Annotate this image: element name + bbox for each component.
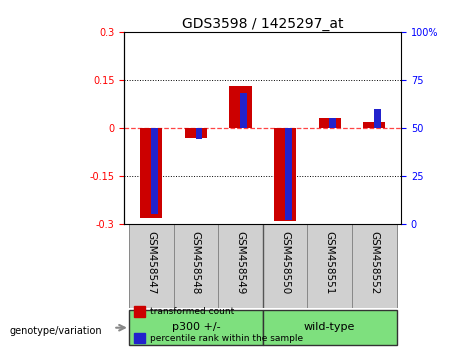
Bar	[374, 109, 381, 128]
Bar	[129, 224, 173, 308]
Text: GSM458550: GSM458550	[280, 231, 290, 294]
Text: GSM458552: GSM458552	[369, 231, 379, 294]
Bar	[218, 224, 263, 308]
Text: GSM458547: GSM458547	[146, 231, 156, 294]
Text: p300 +/-: p300 +/-	[171, 322, 220, 332]
Bar	[173, 224, 218, 308]
Bar	[319, 118, 341, 128]
Bar	[195, 128, 202, 139]
Text: GSM458551: GSM458551	[325, 231, 335, 294]
Bar	[240, 93, 247, 128]
Bar	[229, 86, 252, 128]
Bar	[363, 121, 385, 128]
Text: genotype/variation: genotype/variation	[9, 326, 102, 336]
Bar	[263, 310, 396, 345]
Bar	[352, 224, 396, 308]
Bar	[330, 118, 336, 128]
Text: transformed count: transformed count	[150, 307, 234, 316]
Bar	[285, 128, 291, 220]
Bar	[307, 224, 352, 308]
Text: percentile rank within the sample: percentile rank within the sample	[150, 333, 303, 343]
Text: GSM458549: GSM458549	[236, 231, 245, 294]
Bar	[151, 128, 158, 215]
Bar	[140, 128, 162, 218]
Title: GDS3598 / 1425297_at: GDS3598 / 1425297_at	[182, 17, 343, 31]
Bar	[129, 310, 263, 345]
Bar	[185, 128, 207, 137]
Bar	[274, 128, 296, 221]
Bar	[263, 224, 307, 308]
Text: GSM458548: GSM458548	[191, 231, 201, 294]
Text: wild-type: wild-type	[304, 322, 355, 332]
